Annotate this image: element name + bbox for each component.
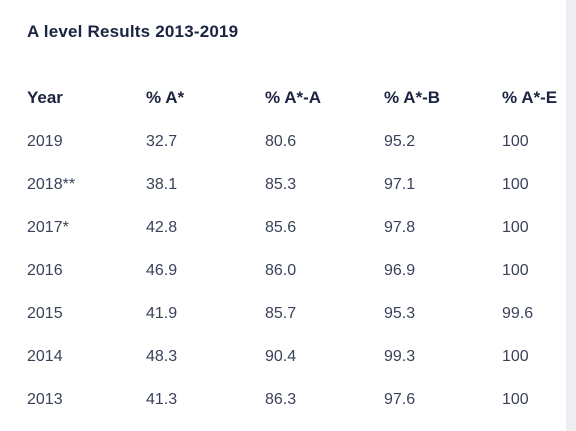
cell-year: 2016 (27, 261, 63, 279)
cell-a-star: 42.8 (146, 218, 178, 236)
cell-a-star-b: 97.8 (384, 218, 416, 236)
cell-a-star: 38.1 (146, 175, 178, 193)
cell-year: 2013 (27, 390, 63, 408)
cell-a-star-e: 100 (502, 347, 529, 365)
cell-year: 2019 (27, 132, 63, 150)
cell-a-star: 48.3 (146, 347, 178, 365)
page-edge (566, 0, 576, 431)
cell-a-star-e: 100 (502, 261, 529, 279)
header-a-star: % A* (146, 88, 185, 107)
cell-a-star-e: 100 (502, 175, 529, 193)
cell-a-star-e: 100 (502, 132, 529, 150)
cell-a-star-a: 85.6 (265, 218, 297, 236)
header-a-star-e: % A*-E (502, 88, 558, 107)
table-header-row: Year % A* % A*-A % A*-B % A*-E (0, 76, 566, 120)
cell-a-star: 41.3 (146, 390, 178, 408)
cell-a-star-e: 99.6 (502, 304, 534, 322)
cell-a-star-b: 96.9 (384, 261, 416, 279)
table-row: 2014 48.3 90.4 99.3 100 (0, 335, 566, 378)
cell-year: 2017* (27, 218, 69, 236)
cell-a-star-e: 100 (502, 218, 529, 236)
cell-a-star-b: 97.6 (384, 390, 416, 408)
cell-a-star-a: 90.4 (265, 347, 297, 365)
cell-a-star-b: 99.3 (384, 347, 416, 365)
table-row: 2017* 42.8 85.6 97.8 100 (0, 206, 566, 249)
cell-a-star-a: 80.6 (265, 132, 297, 150)
header-a-star-a: % A*-A (265, 88, 322, 107)
header-year: Year (27, 88, 63, 107)
header-a-star-b: % A*-B (384, 88, 441, 107)
cell-a-star-b: 95.2 (384, 132, 416, 150)
cell-a-star-a: 85.7 (265, 304, 297, 322)
cell-a-star-e: 100 (502, 390, 529, 408)
table-row: 2013 41.3 86.3 97.6 100 (0, 378, 566, 421)
results-table: Year % A* % A*-A % A*-B % A*-E 2019 32.7… (0, 76, 566, 421)
cell-a-star-a: 86.3 (265, 390, 297, 408)
cell-a-star: 46.9 (146, 261, 178, 279)
cell-a-star-a: 85.3 (265, 175, 297, 193)
cell-year: 2014 (27, 347, 63, 365)
cell-a-star-b: 97.1 (384, 175, 416, 193)
cell-a-star-b: 95.3 (384, 304, 416, 322)
cell-a-star-a: 86.0 (265, 261, 297, 279)
table-row: 2019 32.7 80.6 95.2 100 (0, 120, 566, 163)
cell-year: 2018** (27, 175, 76, 193)
table-row: 2015 41.9 85.7 95.3 99.6 (0, 292, 566, 335)
table-row: 2018** 38.1 85.3 97.1 100 (0, 163, 566, 206)
table-row: 2016 46.9 86.0 96.9 100 (0, 249, 566, 292)
cell-a-star: 32.7 (146, 132, 178, 150)
cell-a-star: 41.9 (146, 304, 178, 322)
page-title: A level Results 2013-2019 (27, 22, 239, 41)
cell-year: 2015 (27, 304, 63, 322)
